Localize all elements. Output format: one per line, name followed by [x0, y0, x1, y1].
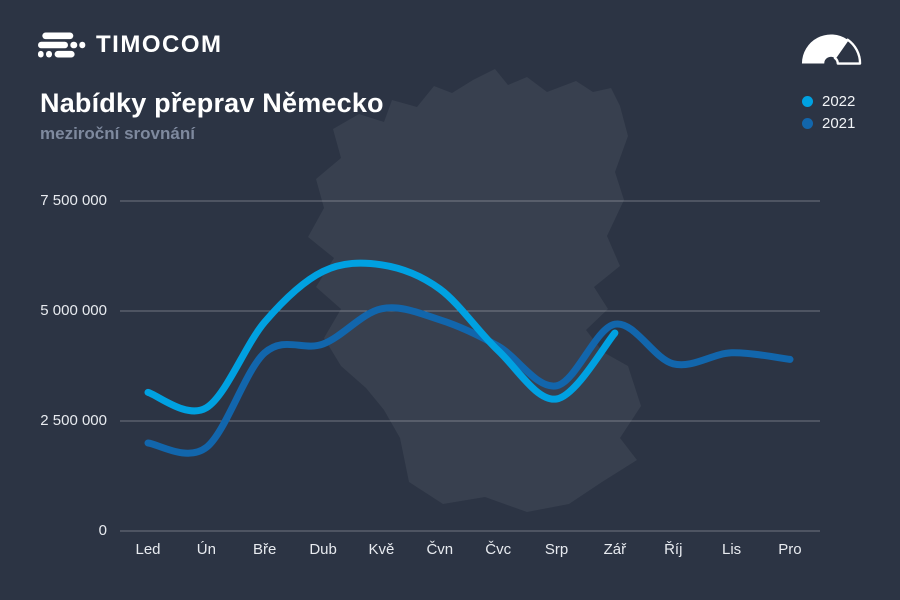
page-subtitle: meziroční srovnání [40, 124, 195, 143]
gauge-icon [800, 32, 862, 71]
x-tick-label: Pro [778, 541, 802, 558]
y-tick-label: 0 [98, 522, 107, 539]
legend-dot-2022 [802, 96, 813, 107]
timocom-truck-icon [38, 32, 86, 58]
x-tick-label: Čvn [426, 541, 454, 558]
x-tick-label: Led [135, 541, 161, 558]
legend-label-2021: 2021 [822, 115, 856, 132]
x-tick-label: Srp [544, 541, 569, 558]
y-tick-label: 2 500 000 [40, 412, 107, 429]
x-tick-label: Ún [196, 541, 216, 558]
legend-item-2022: 2022 [802, 94, 855, 109]
page-title: Nabídky přeprav Německo [40, 88, 384, 118]
x-tick-label: Zář [603, 541, 627, 558]
x-tick-label: Čvc [485, 541, 512, 558]
x-tick-label: Říj [664, 541, 683, 558]
logo: TIMOCOM [38, 32, 222, 58]
legend: 2022 2021 [802, 94, 855, 131]
legend-label-2022: 2022 [822, 93, 856, 110]
legend-dot-2021 [802, 118, 813, 129]
y-tick-label: 5 000 000 [40, 302, 107, 319]
x-tick-label: Lis [722, 541, 742, 558]
y-tick-label: 7 500 000 [40, 192, 107, 209]
gridlines [120, 200, 820, 532]
series-line-2021 [144, 304, 794, 457]
x-tick-label: Dub [309, 541, 337, 558]
logo-text: TIMOCOM [96, 31, 223, 58]
series-line-2022 [144, 259, 619, 415]
x-tick-label: Bře [253, 541, 277, 558]
series-lines [144, 259, 794, 457]
germany-map-silhouette [308, 69, 641, 512]
legend-item-2021: 2021 [802, 116, 855, 131]
x-tick-label: Kvě [368, 541, 395, 558]
